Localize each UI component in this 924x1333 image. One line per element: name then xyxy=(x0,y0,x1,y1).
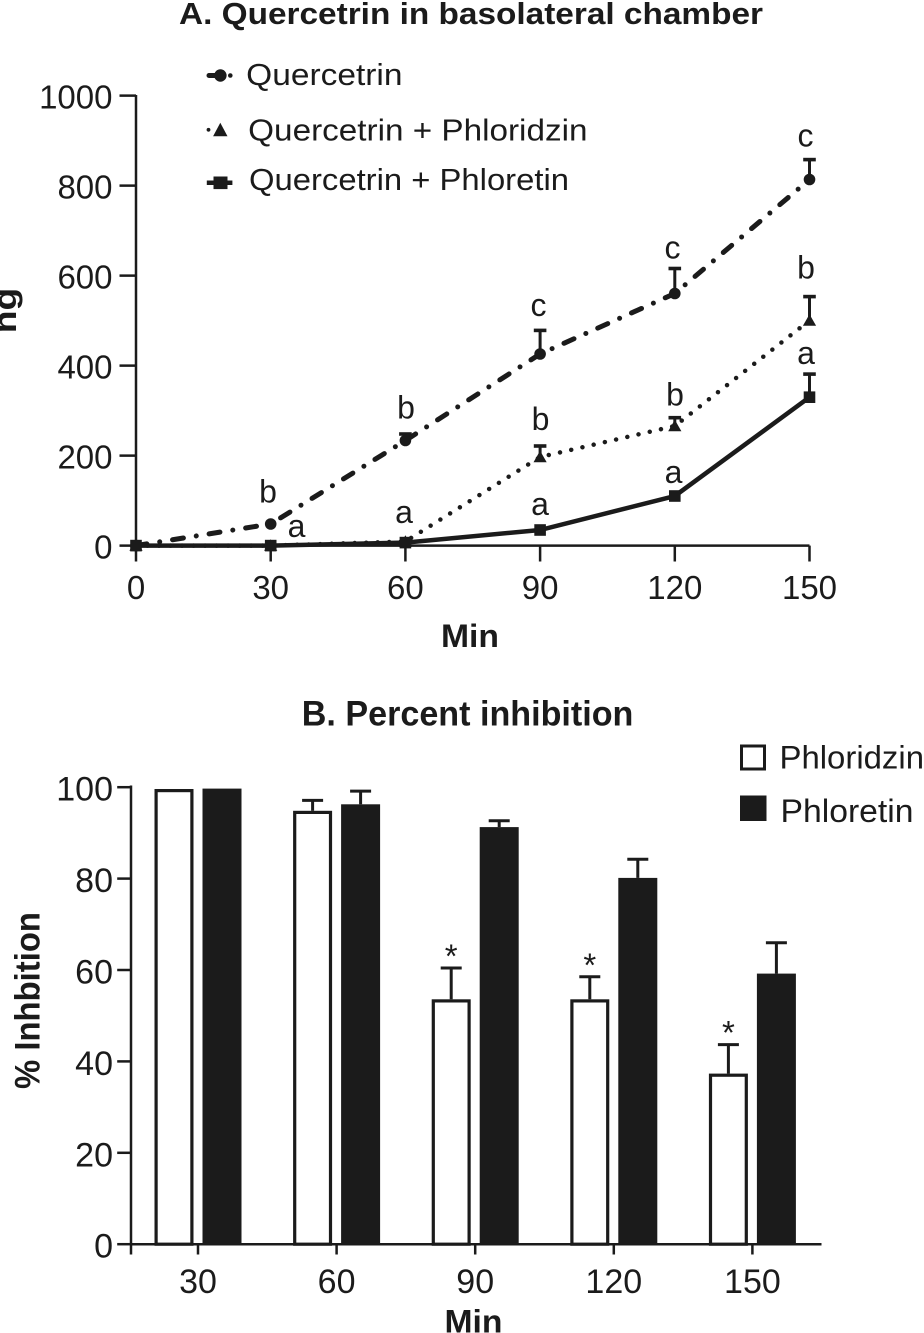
svg-text:c: c xyxy=(665,229,681,265)
svg-text:30: 30 xyxy=(179,1263,217,1301)
svg-text:Quercetrin + Phloretin: Quercetrin + Phloretin xyxy=(249,162,569,197)
svg-text:120: 120 xyxy=(585,1263,642,1301)
svg-text:0: 0 xyxy=(127,569,145,606)
svg-text:0: 0 xyxy=(94,1228,113,1266)
svg-text:60: 60 xyxy=(318,1263,356,1301)
svg-text:120: 120 xyxy=(647,569,702,606)
svg-text:60: 60 xyxy=(75,954,113,992)
svg-text:150: 150 xyxy=(724,1263,781,1301)
svg-text:80: 80 xyxy=(75,862,113,900)
svg-text:Quercetrin + Phloridzin: Quercetrin + Phloridzin xyxy=(248,112,587,147)
svg-text:Min: Min xyxy=(445,1304,503,1333)
svg-text:20: 20 xyxy=(75,1136,113,1174)
svg-text:% Inhbition: % Inhbition xyxy=(9,912,48,1089)
svg-text:Min: Min xyxy=(441,618,499,654)
svg-text:b: b xyxy=(397,390,415,426)
svg-text:a: a xyxy=(531,486,549,522)
svg-text:100: 100 xyxy=(56,771,113,809)
svg-text:*: * xyxy=(583,946,596,983)
svg-text:B. Percent inhibition: B. Percent inhibition xyxy=(302,695,634,734)
svg-text:a: a xyxy=(395,494,413,530)
svg-text:200: 200 xyxy=(57,439,112,476)
svg-text:Phloridzin: Phloridzin xyxy=(780,740,924,776)
svg-text:b: b xyxy=(666,377,684,413)
svg-text:c: c xyxy=(798,118,814,154)
svg-text:150: 150 xyxy=(782,569,837,606)
svg-text:60: 60 xyxy=(387,569,424,606)
svg-text:b: b xyxy=(259,474,277,510)
svg-text:a: a xyxy=(797,335,815,371)
svg-text:1000: 1000 xyxy=(39,79,112,116)
svg-text:*: * xyxy=(722,1014,735,1051)
svg-text:Quercetrin: Quercetrin xyxy=(246,57,402,92)
svg-text:A. Quercetrin in basolateral c: A. Quercetrin in basolateral chamber xyxy=(179,0,763,31)
svg-text:400: 400 xyxy=(57,349,112,386)
svg-text:ng: ng xyxy=(0,288,23,334)
svg-text:*: * xyxy=(445,938,458,975)
svg-text:b: b xyxy=(532,401,550,437)
svg-text:c: c xyxy=(531,287,547,323)
svg-text:a: a xyxy=(288,508,306,544)
svg-text:40: 40 xyxy=(75,1045,113,1083)
svg-text:Phloretin: Phloretin xyxy=(781,793,914,829)
svg-text:600: 600 xyxy=(57,259,112,296)
svg-text:90: 90 xyxy=(522,569,559,606)
svg-text:90: 90 xyxy=(456,1263,494,1301)
svg-text:800: 800 xyxy=(57,169,112,206)
svg-text:30: 30 xyxy=(252,569,289,606)
svg-text:a: a xyxy=(665,454,683,490)
svg-text:b: b xyxy=(797,249,815,285)
svg-text:0: 0 xyxy=(94,529,112,566)
